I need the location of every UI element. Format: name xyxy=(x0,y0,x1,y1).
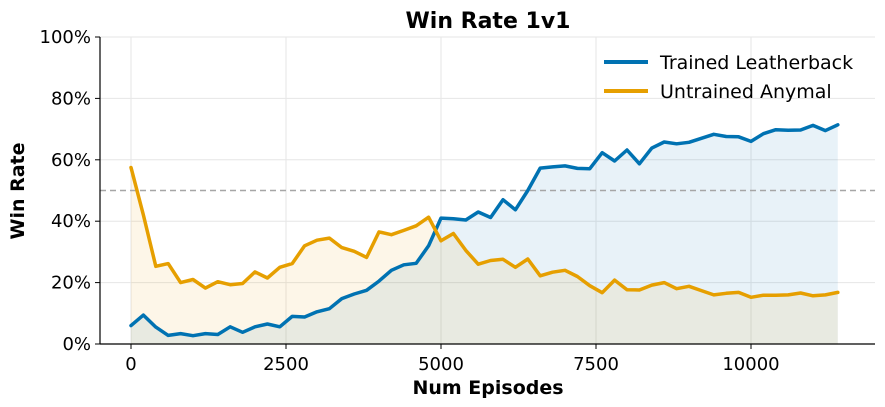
series-line-untrained-anymal xyxy=(129,165,840,300)
y-tick-label-2: 40% xyxy=(51,211,91,232)
x-axis-label: Num Episodes xyxy=(412,377,563,399)
y-tick-label-3: 60% xyxy=(51,150,91,171)
y-ticks: 0% 20% 40% 60% 80% 100% xyxy=(40,27,100,355)
y-axis-label: Win Rate xyxy=(7,142,29,239)
series-line-trained-leatherback xyxy=(129,123,840,338)
legend-entry-trained-leatherback-label: Trained Leatherback xyxy=(659,52,853,74)
x-tick-label-4: 10000 xyxy=(722,354,779,375)
series-lines xyxy=(129,123,840,338)
legend: Trained Leatherback Untrained Anymal xyxy=(604,52,853,103)
series-fills xyxy=(131,124,838,344)
x-tick-label-3: 7500 xyxy=(573,354,619,375)
y-tick-label-4: 80% xyxy=(51,88,91,109)
x-tick-label-2: 5000 xyxy=(418,354,464,375)
x-ticks: 0 2500 5000 7500 10000 xyxy=(125,344,780,375)
series-fill-untrained-anymal xyxy=(131,167,838,344)
legend-entry-untrained-anymal-label: Untrained Anymal xyxy=(660,81,832,103)
y-tick-label-1: 20% xyxy=(51,273,91,294)
x-tick-label-0: 0 xyxy=(125,354,136,375)
x-tick-label-1: 2500 xyxy=(263,354,309,375)
y-tick-label-0: 0% xyxy=(62,334,91,355)
series-fill-trained-leatherback xyxy=(131,124,838,344)
axes xyxy=(99,37,875,345)
y-tick-label-5: 100% xyxy=(40,27,91,48)
chart-title: Win Rate 1v1 xyxy=(406,9,571,34)
